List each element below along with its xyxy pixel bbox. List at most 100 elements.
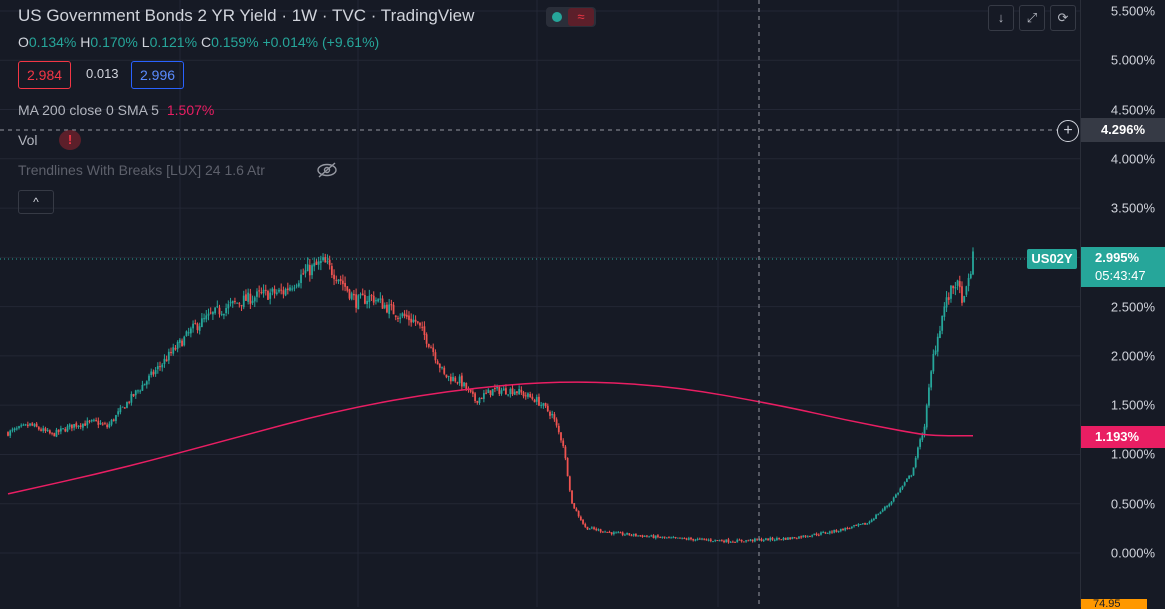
candle-body [297,283,300,287]
candle-body [137,390,139,392]
chart-toggle[interactable]: ≈ [546,7,596,27]
candle-body [187,332,190,334]
candle-body [333,274,335,280]
candle-body [864,523,866,525]
candle-body [51,432,53,434]
candle-body [273,288,276,294]
candle-body [892,497,895,502]
candle-body [348,289,351,299]
down-arrow-icon[interactable]: ↓ [988,5,1014,31]
candle-body [914,457,917,468]
trendlines-indicator-label[interactable]: Trendlines With Breaks [LUX] 24 1.6 Atr [18,162,265,178]
candle-body [438,363,441,368]
candle-body [557,425,560,433]
candle-body [482,393,485,399]
candle-body [326,261,329,263]
candle-body [412,319,415,323]
candle-body [79,425,82,427]
candle-body [637,535,640,537]
candle-body [18,426,20,428]
candle-body [595,528,598,531]
ask-price[interactable]: 2.996 [131,61,185,89]
candle-body [183,336,186,346]
candle-body [59,428,62,432]
candle-body [24,424,27,426]
ma-indicator-legend[interactable]: MA 200 close 0 SMA 5 1.507% [18,102,215,118]
price-axis[interactable]: 5.500%5.000%4.500%4.000%3.500%3.000%2.50… [1080,0,1165,607]
candle-body [764,538,767,540]
candle-body [773,539,776,541]
candle-body [798,536,800,539]
candle-body [289,287,291,291]
candle-body [238,303,241,305]
candle-body [346,286,349,291]
candle-body [881,509,884,512]
candle-body [505,388,507,395]
candle-body [527,393,529,397]
candle-body [46,430,49,432]
candle-body [654,535,657,539]
candle-body [800,536,803,538]
candle-body [886,506,888,508]
candle-body [185,331,188,337]
y-tick-label: 2.000% [1110,348,1155,364]
candle-body [606,531,609,533]
price-chart[interactable] [0,0,1080,607]
candle-body [756,538,758,540]
candle-body [295,285,298,287]
candle-body [753,538,756,542]
candle-body [566,458,569,477]
candle-body [408,315,410,321]
candle-body [64,428,67,432]
candle-body [954,286,957,289]
candle-body [553,414,556,420]
candle-body [229,302,232,304]
collapse-legend-button[interactable]: ^ [18,190,54,214]
candle-body [99,423,102,425]
candle-body [234,301,236,303]
candle-body [300,274,302,283]
candle-body [950,285,952,299]
candle-body [432,347,435,353]
candle-body [317,261,320,265]
candle-body [178,339,181,343]
warning-icon[interactable]: ! [59,130,81,150]
candle-body [665,537,668,539]
candle-body [579,516,582,521]
y-tick-label: 0.500% [1110,496,1155,512]
hidden-eye-icon[interactable] [316,160,338,180]
candle-body [771,537,774,540]
vol-indicator-label[interactable]: Vol [18,132,38,148]
candle-body [40,429,42,431]
refresh-icon[interactable]: ⟳ [1050,5,1076,31]
candle-body [912,467,915,476]
candle-body [42,428,45,431]
candle-body [780,539,783,541]
candle-body [804,535,807,537]
candle-body [11,429,14,431]
candle-body [496,386,499,389]
y-tick-label: 4.500% [1110,102,1155,118]
candle-body [350,293,353,300]
candle-body [952,285,955,289]
candle-body [339,279,342,282]
candle-body [357,295,360,310]
candle-body [872,518,875,521]
candle-body [531,396,534,400]
candle-body [247,292,250,302]
candle-body [176,341,179,349]
candle-body [476,400,479,403]
candle-body [910,475,913,477]
candle-body [93,419,95,421]
candle-body [619,532,622,534]
candle-body [62,428,64,430]
grid-lines [0,0,1080,607]
candle-body [132,394,135,397]
candle-body [696,538,699,541]
add-alert-icon[interactable]: + [1057,120,1079,142]
fullscreen-icon[interactable]: ⤢ [1019,5,1045,31]
candle-body [434,352,437,361]
candle-body [211,311,214,315]
bid-price[interactable]: 2.984 [18,61,72,89]
candle-body [383,305,386,308]
